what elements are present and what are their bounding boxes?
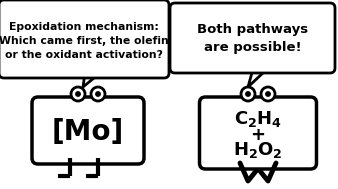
- Circle shape: [71, 87, 85, 101]
- Text: [Mo]: [Mo]: [52, 119, 124, 146]
- Text: $\mathbf{C_2H_4}$: $\mathbf{C_2H_4}$: [234, 109, 282, 129]
- Circle shape: [76, 92, 80, 96]
- FancyBboxPatch shape: [32, 97, 144, 164]
- Polygon shape: [248, 68, 268, 87]
- FancyBboxPatch shape: [0, 0, 169, 78]
- Circle shape: [241, 87, 255, 101]
- Text: Both pathways
are possible!: Both pathways are possible!: [197, 23, 308, 54]
- Circle shape: [91, 87, 105, 101]
- Text: +: +: [250, 126, 266, 144]
- FancyBboxPatch shape: [199, 97, 316, 169]
- Circle shape: [261, 87, 275, 101]
- Circle shape: [246, 92, 250, 96]
- Polygon shape: [83, 73, 100, 87]
- Circle shape: [266, 92, 270, 96]
- Circle shape: [96, 92, 100, 96]
- Text: Epoxidation mechanism:
Which came first, the olefin
or the oxidant activation?: Epoxidation mechanism: Which came first,…: [0, 22, 169, 60]
- Text: $\mathbf{H_2O_2}$: $\mathbf{H_2O_2}$: [233, 140, 283, 160]
- FancyBboxPatch shape: [170, 3, 335, 73]
